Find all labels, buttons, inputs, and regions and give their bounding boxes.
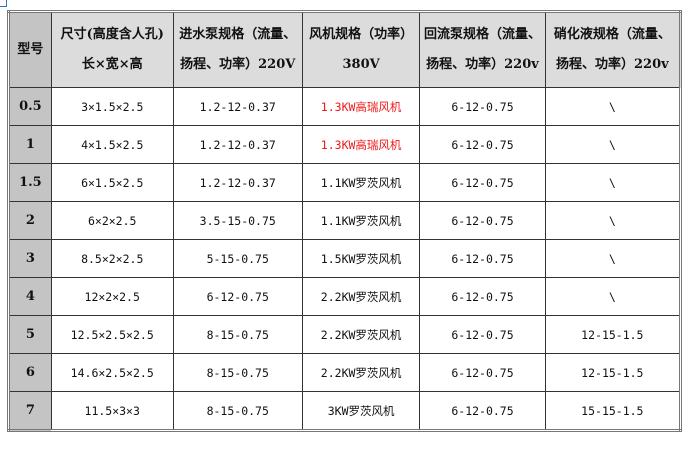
cell-model: 4: [8, 277, 52, 316]
cell-return-pump: 6-12-0.75: [419, 391, 546, 431]
cell-blower: 2.2KW罗茨风机: [301, 277, 421, 316]
cell-nitrate: \: [544, 87, 682, 126]
table-row: 4 12×2×2.5 6-12-0.75 2.2KW罗茨风机 6-12-0.75 \: [8, 277, 682, 316]
cell-size: 14.6×2.5×2.5: [50, 353, 174, 392]
header-line1: 回流泵规格（流量、: [423, 27, 541, 42]
cell-return-pump: 6-12-0.75: [419, 87, 546, 126]
cell-size: 4×1.5×2.5: [50, 125, 174, 164]
cell-size: 6×2×2.5: [50, 201, 174, 240]
header-model: 型号: [8, 11, 52, 88]
cell-size: 12.5×2.5×2.5: [50, 315, 174, 354]
cell-inlet-pump: 1.2-12-0.37: [172, 163, 303, 202]
cell-model: 5: [8, 315, 52, 354]
cell-nitrate: \: [544, 125, 682, 164]
table-body: 0.5 3×1.5×2.5 1.2-12-0.37 1.3KW高瑞风机 6-12-0.7…: [8, 87, 682, 431]
header-line2: 扬程、功率）220V: [180, 57, 296, 72]
cell-return-pump: 6-12-0.75: [419, 315, 546, 354]
table-row: 3 8.5×2×2.5 5-15-0.75 1.5KW罗茨风机 6-12-0.75 \: [8, 239, 682, 278]
cell-nitrate: \: [544, 201, 682, 240]
cell-inlet-pump: 6-12-0.75: [172, 277, 303, 316]
cell-return-pump: 6-12-0.75: [419, 125, 546, 164]
cell-model: 7: [8, 391, 52, 431]
cell-nitrate: 15-15-1.5: [544, 391, 682, 431]
cell-return-pump: 6-12-0.75: [419, 163, 546, 202]
cell-inlet-pump: 8-15-0.75: [172, 353, 303, 392]
cell-model: 1.5: [8, 163, 52, 202]
table-row: 5 12.5×2.5×2.5 8-15-0.75 2.2KW罗茨风机 6-12-0.75…: [8, 315, 682, 354]
header-inlet-pump: 进水泵规格（流量、 扬程、功率）220V: [172, 11, 303, 88]
header-line2: 长×宽×高: [81, 57, 143, 72]
header-nitrate: 硝化液规格（流量、 扬程、功率）220v: [544, 11, 682, 88]
cell-model: 0.5: [8, 87, 52, 126]
cell-model: 1: [8, 125, 52, 164]
spec-table: 型号 尺寸(高度含人孔) 长×宽×高 进水泵规格（流量、 扬程、功率）220V 风机规格（…: [7, 10, 682, 432]
cell-inlet-pump: 8-15-0.75: [172, 391, 303, 431]
cell-size: 11.5×3×3: [50, 391, 174, 431]
cell-blower: 1.5KW罗茨风机: [301, 239, 421, 278]
cell-nitrate: \: [544, 277, 682, 316]
cell-model: 2: [8, 201, 52, 240]
cell-size: 8.5×2×2.5: [50, 239, 174, 278]
cell-model: 6: [8, 353, 52, 392]
cell-inlet-pump: 1.2-12-0.37: [172, 87, 303, 126]
cell-blower: 1.1KW罗茨风机: [301, 163, 421, 202]
header-line1: 风机规格（功率）: [309, 27, 414, 42]
header-line1: 尺寸(高度含人孔): [60, 27, 164, 42]
cell-return-pump: 6-12-0.75: [419, 239, 546, 278]
table-row: 0.5 3×1.5×2.5 1.2-12-0.37 1.3KW高瑞风机 6-12-0.7…: [8, 87, 682, 126]
table-row: 2 6×2×2.5 3.5-15-0.75 1.1KW罗茨风机 6-12-0.75 \: [8, 201, 682, 240]
table-row: 1.5 6×1.5×2.5 1.2-12-0.37 1.1KW罗茨风机 6-12-0.7…: [8, 163, 682, 202]
header-line1: 硝化液规格（流量、: [553, 27, 671, 42]
cell-size: 3×1.5×2.5: [50, 87, 174, 126]
cell-inlet-pump: 8-15-0.75: [172, 315, 303, 354]
cell-nitrate: 12-15-1.5: [544, 315, 682, 354]
cell-nitrate: \: [544, 163, 682, 202]
cell-nitrate: 12-15-1.5: [544, 353, 682, 392]
table-row: 6 14.6×2.5×2.5 8-15-0.75 2.2KW罗茨风机 6-12-0.75…: [8, 353, 682, 392]
cell-blower: 1.3KW高瑞风机: [301, 125, 421, 164]
header-line2: 扬程、功率）220v: [426, 57, 539, 72]
cell-inlet-pump: 3.5-15-0.75: [172, 201, 303, 240]
cell-nitrate: \: [544, 239, 682, 278]
table-row: 1 4×1.5×2.5 1.2-12-0.37 1.3KW高瑞风机 6-12-0.75 \: [8, 125, 682, 164]
cell-inlet-pump: 1.2-12-0.37: [172, 125, 303, 164]
header-line1: 型号: [17, 42, 44, 57]
cell-size: 6×1.5×2.5: [50, 163, 174, 202]
cell-return-pump: 6-12-0.75: [419, 277, 546, 316]
cell-inlet-pump: 5-15-0.75: [172, 239, 303, 278]
header-blower: 风机规格（功率） 380V: [301, 11, 421, 88]
cell-return-pump: 6-12-0.75: [419, 353, 546, 392]
cell-size: 12×2×2.5: [50, 277, 174, 316]
cell-blower: 2.2KW罗茨风机: [301, 315, 421, 354]
cell-model: 3: [8, 239, 52, 278]
header-line1: 进水泵规格（流量、: [179, 27, 297, 42]
cell-blower: 3KW罗茨风机: [301, 391, 421, 431]
table-row: 7 11.5×3×3 8-15-0.75 3KW罗茨风机 6-12-0.75 15-15-…: [8, 391, 682, 431]
cell-blower: 1.1KW罗茨风机: [301, 201, 421, 240]
cell-blower: 1.3KW高瑞风机: [301, 87, 421, 126]
header-line2: 380V: [342, 57, 380, 72]
header-size: 尺寸(高度含人孔) 长×宽×高: [50, 11, 174, 88]
header-return-pump: 回流泵规格（流量、 扬程、功率）220v: [419, 11, 546, 88]
corner-marker-icon: [0, 0, 7, 7]
header-row: 型号 尺寸(高度含人孔) 长×宽×高 进水泵规格（流量、 扬程、功率）220V 风机规格（…: [8, 11, 682, 88]
cell-blower: 2.2KW罗茨风机: [301, 353, 421, 392]
cell-return-pump: 6-12-0.75: [419, 201, 546, 240]
header-line2: 扬程、功率）220v: [555, 57, 669, 72]
